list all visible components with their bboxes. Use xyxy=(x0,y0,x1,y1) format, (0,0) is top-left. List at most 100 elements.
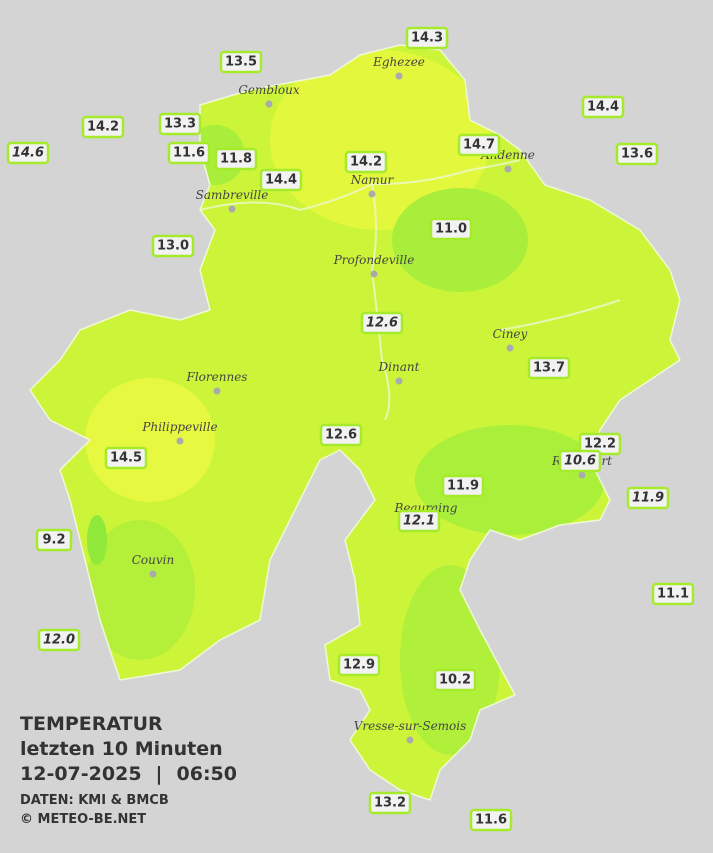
station: 9.2 xyxy=(35,528,73,552)
city-label: Couvin xyxy=(132,553,174,567)
station-box xyxy=(6,141,50,165)
city-dot xyxy=(578,471,586,479)
station-value: 11.0 xyxy=(435,222,467,237)
station-value: 11.6 xyxy=(475,813,507,828)
city-dot xyxy=(228,205,236,213)
station-value: 14.5 xyxy=(110,451,142,466)
station: 14.7 xyxy=(457,133,501,157)
station-value: 14.6 xyxy=(12,146,44,161)
city-label: Namur xyxy=(350,173,395,187)
station: 14.4 xyxy=(259,168,303,192)
station-value: 12.6 xyxy=(325,428,357,443)
station-value: 10.2 xyxy=(439,673,471,688)
station-value: 12.2 xyxy=(584,437,616,452)
station-value: 13.7 xyxy=(533,361,565,376)
title: TEMPERATUR xyxy=(20,713,163,735)
station: 10.6 xyxy=(558,449,602,473)
station-value: 13.2 xyxy=(374,796,406,811)
station: 11.9 xyxy=(626,486,670,510)
city-dot xyxy=(504,165,512,173)
station-box xyxy=(397,509,441,533)
station-value: 12.0 xyxy=(43,633,75,648)
station-box xyxy=(214,147,258,171)
station: 12.0 xyxy=(37,628,81,652)
station: 14.5 xyxy=(104,446,148,470)
station: 10.2 xyxy=(433,668,477,692)
station-box xyxy=(457,133,501,157)
station-box xyxy=(429,217,473,241)
station-value: 11.6 xyxy=(173,146,205,161)
separator: | xyxy=(156,763,163,785)
station-box xyxy=(35,528,73,552)
station: 12.6 xyxy=(360,311,404,335)
city-label: Vresse-sur-Semois xyxy=(354,719,467,733)
station-box xyxy=(104,446,148,470)
station-value: 14.2 xyxy=(350,155,382,170)
station: 13.2 xyxy=(368,791,412,815)
station-value: 14.7 xyxy=(463,138,495,153)
station-box xyxy=(167,141,211,165)
station: 14.4 xyxy=(581,95,625,119)
city-dot xyxy=(368,190,376,198)
station-box xyxy=(259,168,303,192)
station-box xyxy=(360,311,404,335)
station: 14.2 xyxy=(81,115,125,139)
station: 13.7 xyxy=(527,356,571,380)
station: 14.6 xyxy=(6,141,50,165)
station: 11.9 xyxy=(441,474,485,498)
station-box xyxy=(219,50,263,74)
station: 12.1 xyxy=(397,509,441,533)
station-box xyxy=(368,791,412,815)
station-value: 12.1 xyxy=(403,514,435,529)
station: 12.9 xyxy=(337,653,381,677)
station: 14.2 xyxy=(344,150,388,174)
city-dot xyxy=(395,72,403,80)
station-box xyxy=(405,26,449,50)
station-value: 11.9 xyxy=(447,479,479,494)
station: 12.6 xyxy=(319,423,363,447)
city-label: Profondeville xyxy=(333,253,415,267)
timestamp: 12-07-2025 | 06:50 xyxy=(20,763,237,785)
city-label: Ciney xyxy=(493,327,528,341)
station-box xyxy=(158,112,202,136)
station-value: 12.6 xyxy=(366,316,398,331)
station-box xyxy=(441,474,485,498)
station-value: 14.4 xyxy=(265,173,297,188)
station-value: 12.9 xyxy=(343,658,375,673)
station-value: 11.9 xyxy=(632,491,664,506)
city-dot xyxy=(176,437,184,445)
station-box xyxy=(651,582,695,606)
station-box xyxy=(527,356,571,380)
station-box xyxy=(151,234,195,258)
city-dot xyxy=(213,387,221,395)
station-value: 13.6 xyxy=(621,147,653,162)
time: 06:50 xyxy=(177,763,237,785)
station-box xyxy=(615,142,659,166)
station: 13.0 xyxy=(151,234,195,258)
station-value: 11.8 xyxy=(220,152,252,167)
station: 14.3 xyxy=(405,26,449,50)
city-dot xyxy=(506,344,514,352)
station-value: 13.5 xyxy=(225,55,257,70)
station-value: 14.2 xyxy=(87,120,119,135)
station-box xyxy=(558,449,602,473)
station-value: 11.1 xyxy=(657,587,689,602)
station-value: 13.3 xyxy=(164,117,196,132)
station-box xyxy=(337,653,381,677)
date: 12-07-2025 xyxy=(20,763,142,785)
station: 11.6 xyxy=(469,808,513,832)
station: 11.8 xyxy=(214,147,258,171)
station-box xyxy=(581,95,625,119)
city-label: Philippeville xyxy=(141,420,217,434)
source: DATEN: KMI & BMCB xyxy=(20,793,169,808)
station-box xyxy=(469,808,513,832)
city-dot xyxy=(265,100,273,108)
city-dot xyxy=(406,736,414,744)
city-dot xyxy=(370,270,378,278)
station-box xyxy=(626,486,670,510)
station-value: 14.3 xyxy=(411,31,443,46)
station-value: 13.0 xyxy=(157,239,189,254)
station-value: 10.6 xyxy=(564,454,596,469)
station: 11.1 xyxy=(651,582,695,606)
city-label: Florennes xyxy=(186,370,248,384)
